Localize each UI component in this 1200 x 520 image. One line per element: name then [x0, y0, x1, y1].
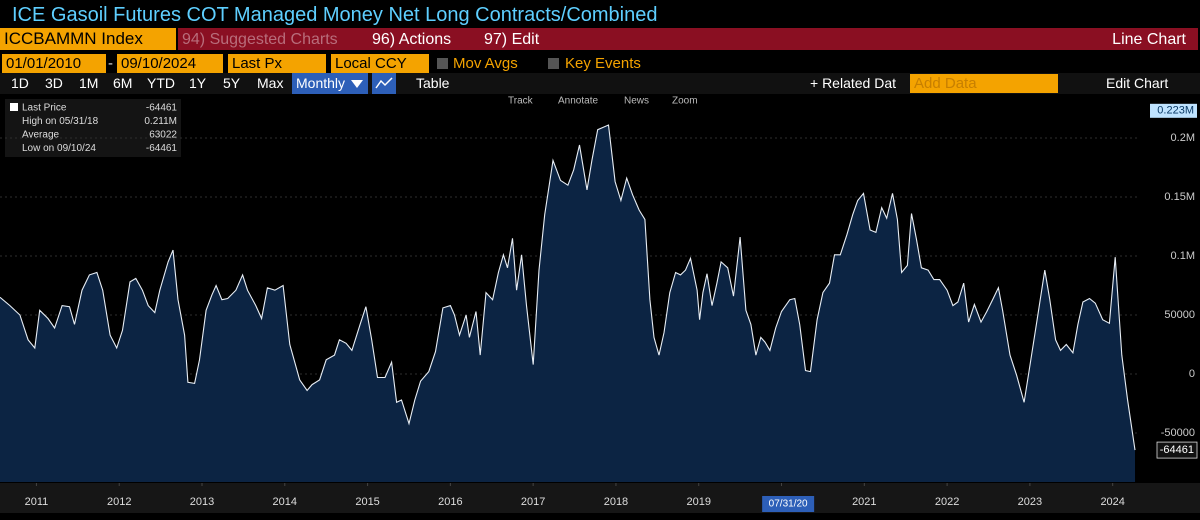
- legend-value: 63022: [149, 130, 177, 141]
- start-date[interactable]: 01/01/2010: [2, 54, 106, 73]
- top-marker: [1150, 103, 1197, 118]
- line: [0, 124, 1136, 451]
- top-marker-label: 0.223M: [1157, 105, 1194, 117]
- x-tick-label: 2011: [25, 496, 49, 508]
- frequency-label[interactable]: Monthly: [296, 75, 346, 91]
- y-tick-label: -50000: [1161, 427, 1195, 439]
- dropdown-icon: [351, 80, 363, 88]
- period-button[interactable]: 5Y: [223, 75, 241, 91]
- y-tick-label: 0.2M: [1171, 132, 1195, 144]
- chart-tool[interactable]: Track: [508, 96, 534, 107]
- legend-value: -64461: [146, 103, 178, 114]
- legend-label: High on 05/31/18: [22, 116, 99, 127]
- cursor-marker: [762, 496, 815, 512]
- checkbox[interactable]: [548, 58, 559, 69]
- legend-box: [5, 99, 181, 157]
- date-sep: -: [108, 55, 113, 72]
- x-tick-label: 2021: [852, 496, 876, 508]
- x-tick-label: 2012: [107, 496, 131, 508]
- page-title: ICE Gasoil Futures COT Managed Money Net…: [12, 4, 658, 26]
- x-tick-label: 2022: [935, 496, 959, 508]
- y-tick-label: 0.1M: [1171, 250, 1195, 262]
- legend-value: 0.211M: [144, 116, 177, 127]
- menu-item[interactable]: 97) Edit: [484, 31, 540, 48]
- y-tick-label: 50000: [1164, 309, 1195, 321]
- chart-tool[interactable]: Annotate: [558, 96, 598, 107]
- related-button[interactable]: + Related Dat: [810, 75, 896, 91]
- area: [0, 125, 1136, 482]
- menu-bar: [178, 28, 1198, 50]
- legend-label: Average: [22, 130, 60, 141]
- table-button[interactable]: Table: [416, 75, 450, 91]
- x-tick-label: 2014: [273, 496, 297, 508]
- legend-label: Last Price: [22, 103, 67, 114]
- legend-value: -64461: [146, 143, 178, 154]
- x-tick-label: 2013: [190, 496, 214, 508]
- frequency-button[interactable]: [292, 73, 368, 94]
- x-tick-label: 2018: [604, 496, 628, 508]
- legend-label: Low on 09/10/24: [22, 143, 96, 154]
- period-button[interactable]: Max: [257, 75, 284, 91]
- checkbox[interactable]: [437, 58, 448, 69]
- add-data-input[interactable]: Add Data: [910, 74, 1058, 93]
- last-value-tag: [1156, 441, 1198, 459]
- x-tick-label: 2019: [686, 496, 710, 508]
- period-button[interactable]: 3D: [45, 75, 63, 91]
- chart-tool[interactable]: News: [624, 96, 649, 107]
- chart: -50000 0 50000 0.1M 0.15M 0.2M 2011 2012 2013 201…: [0, 94, 1200, 513]
- end-date[interactable]: 09/10/2024: [117, 54, 223, 73]
- period-button[interactable]: 6M: [113, 75, 133, 91]
- period-button[interactable]: YTD: [147, 75, 175, 91]
- check-label[interactable]: Key Events: [565, 55, 641, 72]
- ticker-box[interactable]: ICCBAMMN Index: [0, 28, 176, 50]
- period-button[interactable]: 1M: [79, 75, 99, 91]
- period-button[interactable]: 1D: [11, 75, 29, 91]
- y-tick-label: 0: [1189, 368, 1195, 380]
- x-tick-label: 2023: [1018, 496, 1042, 508]
- x-tick-label: 2017: [521, 496, 545, 508]
- y-tick-label: 0.15M: [1164, 191, 1195, 203]
- check-label[interactable]: Mov Avgs: [453, 55, 518, 72]
- field-select[interactable]: Last Px: [228, 54, 326, 73]
- x-tick-label: 2024: [1100, 496, 1124, 508]
- last-value-label: -64461: [1160, 444, 1194, 456]
- chart-kind[interactable]: Line Chart: [1112, 31, 1186, 48]
- x-tick-label: 2016: [438, 496, 462, 508]
- chart-icon[interactable]: [372, 73, 396, 94]
- menu-item[interactable]: 94) Suggested Charts: [182, 31, 338, 48]
- edit-chart-button[interactable]: Edit Chart: [1106, 75, 1169, 91]
- period-button[interactable]: 1Y: [189, 75, 207, 91]
- x-tick-label: 2015: [355, 496, 379, 508]
- legend-swatch: [10, 103, 18, 111]
- chart-tool[interactable]: Zoom: [672, 96, 698, 107]
- menu-item[interactable]: 96) Actions: [372, 31, 452, 48]
- x-axis-bar: [0, 483, 1200, 513]
- cursor-label: 07/31/20: [769, 499, 808, 510]
- currency-select[interactable]: Local CCY: [331, 54, 429, 73]
